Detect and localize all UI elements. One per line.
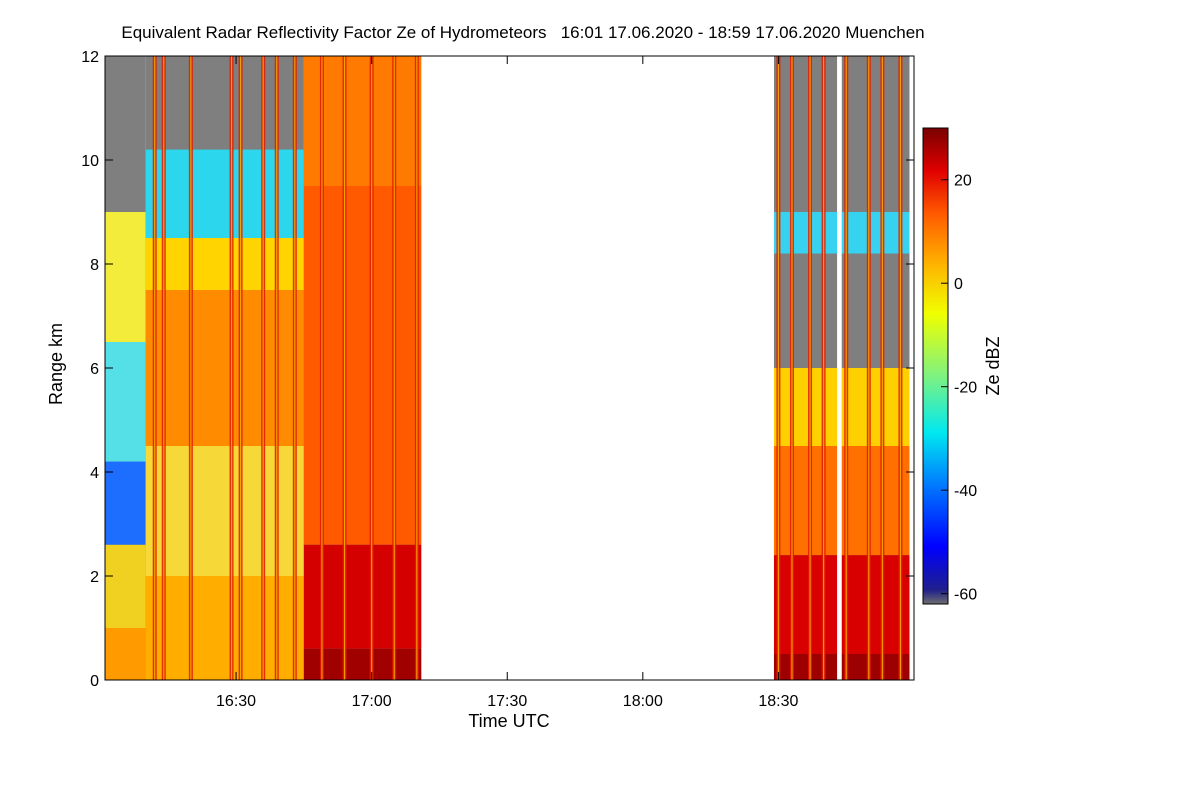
precip-streak-edge (791, 56, 793, 680)
precip-streak-edge (343, 56, 346, 680)
echo-band-low (105, 544, 146, 628)
echo-band-mid (145, 290, 304, 446)
precip-streak-edge (777, 56, 780, 680)
precip-streak-edge (239, 56, 242, 680)
colorbar-tick-label: -60 (954, 587, 977, 604)
precip-streak-edge (899, 56, 902, 680)
colorbar-tick-label: -40 (954, 483, 977, 500)
echo-band-rain (841, 555, 910, 654)
echo-band-cloud-top (841, 212, 910, 254)
echo-band-low (145, 446, 304, 576)
y-axis: 0 2 4 6 8 10 12 (81, 49, 914, 690)
echo-band-mid (105, 342, 146, 462)
colorbar (922, 127, 949, 605)
precip-streak-edge (190, 56, 192, 680)
echo-band-cloud-top (773, 212, 838, 254)
precip-streak-edge (416, 56, 418, 680)
x-tick-label: 17:30 (487, 693, 527, 710)
x-tick-label: 17:00 (352, 693, 392, 710)
data-gap (421, 56, 774, 680)
precip-streak-edge (371, 56, 373, 680)
chart-title: Equivalent Radar Reflectivity Factor Ze … (121, 23, 924, 42)
reflectivity-heatmap (105, 56, 910, 680)
precip-streak-edge (823, 56, 825, 680)
precip-streak-edge (868, 56, 870, 680)
x-axis-label: Time UTC (468, 711, 549, 731)
precip-streak-edge (276, 56, 278, 680)
echo-band-weak (105, 461, 146, 545)
echo-band-clear (773, 253, 838, 368)
echo-band-cloud-top (145, 149, 304, 238)
echo-band-surface (773, 654, 838, 680)
colorbar-tick-label: 20 (954, 173, 972, 190)
y-tick-label: 10 (81, 153, 99, 170)
y-tick-label: 6 (90, 361, 99, 378)
echo-band-mid (841, 446, 910, 556)
y-axis-label: Range km (46, 323, 66, 405)
echo-band-surface (145, 576, 304, 680)
echo-band-surface (841, 654, 910, 680)
echo-band-surface (105, 628, 146, 680)
precip-streak-edge (262, 56, 264, 680)
precip-streak-edge (321, 56, 323, 680)
x-axis: 16:30 17:00 17:30 18:00 18:30 (216, 56, 799, 710)
precip-streak-edge (393, 56, 395, 680)
x-tick-label: 16:30 (216, 693, 256, 710)
echo-band-upper (841, 368, 910, 446)
echo-band-upper (145, 238, 304, 290)
precip-streak-edge (809, 56, 811, 680)
precip-streak-edge (163, 56, 165, 680)
precip-streak-edge (294, 56, 296, 680)
precip-streak-edge (230, 56, 233, 680)
echo-band-rain (773, 555, 838, 654)
x-tick-label: 18:00 (623, 693, 663, 710)
colorbar-label: Ze dBZ (983, 336, 1003, 395)
precip-streak-edge (845, 56, 847, 680)
x-tick-label: 18:30 (758, 693, 798, 710)
echo-band-upper (105, 212, 146, 342)
y-tick-label: 0 (90, 673, 99, 690)
y-tick-label: 2 (90, 569, 99, 586)
precip-streak-edge (881, 56, 883, 680)
echo-band-mid (773, 446, 838, 556)
y-tick-label: 8 (90, 257, 99, 274)
echo-band-upper (773, 368, 838, 446)
colorbar-tick-label: -20 (954, 380, 977, 397)
colorbar-axis: 20 0 -20 -40 -60 (941, 173, 977, 604)
colorbar-tick-label: 0 (954, 276, 963, 293)
y-tick-label: 4 (90, 465, 99, 482)
data-gap (837, 56, 842, 680)
y-tick-label: 12 (81, 49, 99, 66)
precip-streak-edge (154, 56, 156, 680)
echo-band-clear (841, 253, 910, 368)
